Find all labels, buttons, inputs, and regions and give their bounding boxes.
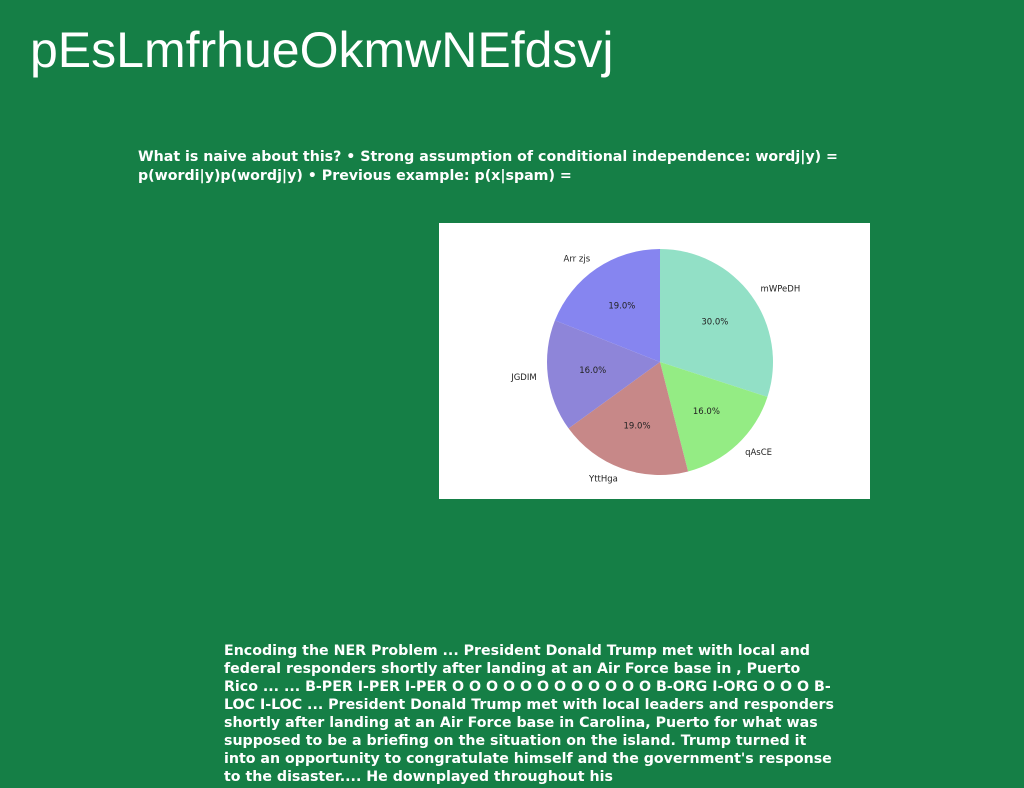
- pie-slice-qasce: [660, 362, 768, 472]
- pie-category-label-qasce: qAsCE: [745, 448, 772, 458]
- pie-pct-label-jgdim: 16.0%: [579, 366, 606, 376]
- pie-pct-label-arr-zjs: 19.0%: [608, 301, 635, 311]
- pie-pct-label-ytthga: 19.0%: [624, 421, 651, 431]
- body-text-top: What is naive about this? • Strong assum…: [138, 149, 838, 184]
- pie-category-label-jgdim: JGDIM: [510, 373, 536, 383]
- slide-title: pEsLmfrhueOkmwNEfdsvj: [30, 22, 614, 78]
- pie-slice-arr-zjs: [554, 249, 660, 362]
- pie-slice-mwpedh: [660, 249, 774, 397]
- pie-chart: 30.0% mWPeDH 16.0% qAsCE 19.0% YttHga 16.0% JGD…: [439, 223, 870, 499]
- pie-category-label-arr-zjs: Arr zjs: [564, 255, 591, 265]
- pie-slice-jgdim: [547, 320, 660, 429]
- pie-category-label-ytthga: YttHga: [588, 474, 618, 484]
- pie-pct-label-mwpedh: 30.0%: [701, 318, 728, 328]
- pie-category-label-mwpedh: mWPeDH: [761, 284, 801, 294]
- body-text-bottom: Encoding the NER Problem ... President D…: [224, 643, 834, 785]
- pie-chart-svg: 30.0% mWPeDH 16.0% qAsCE 19.0% YttHga 16.0% JGD…: [510, 249, 801, 484]
- pie-pct-label-qasce: 16.0%: [693, 407, 720, 417]
- pie-slice-ytthga: [568, 362, 689, 475]
